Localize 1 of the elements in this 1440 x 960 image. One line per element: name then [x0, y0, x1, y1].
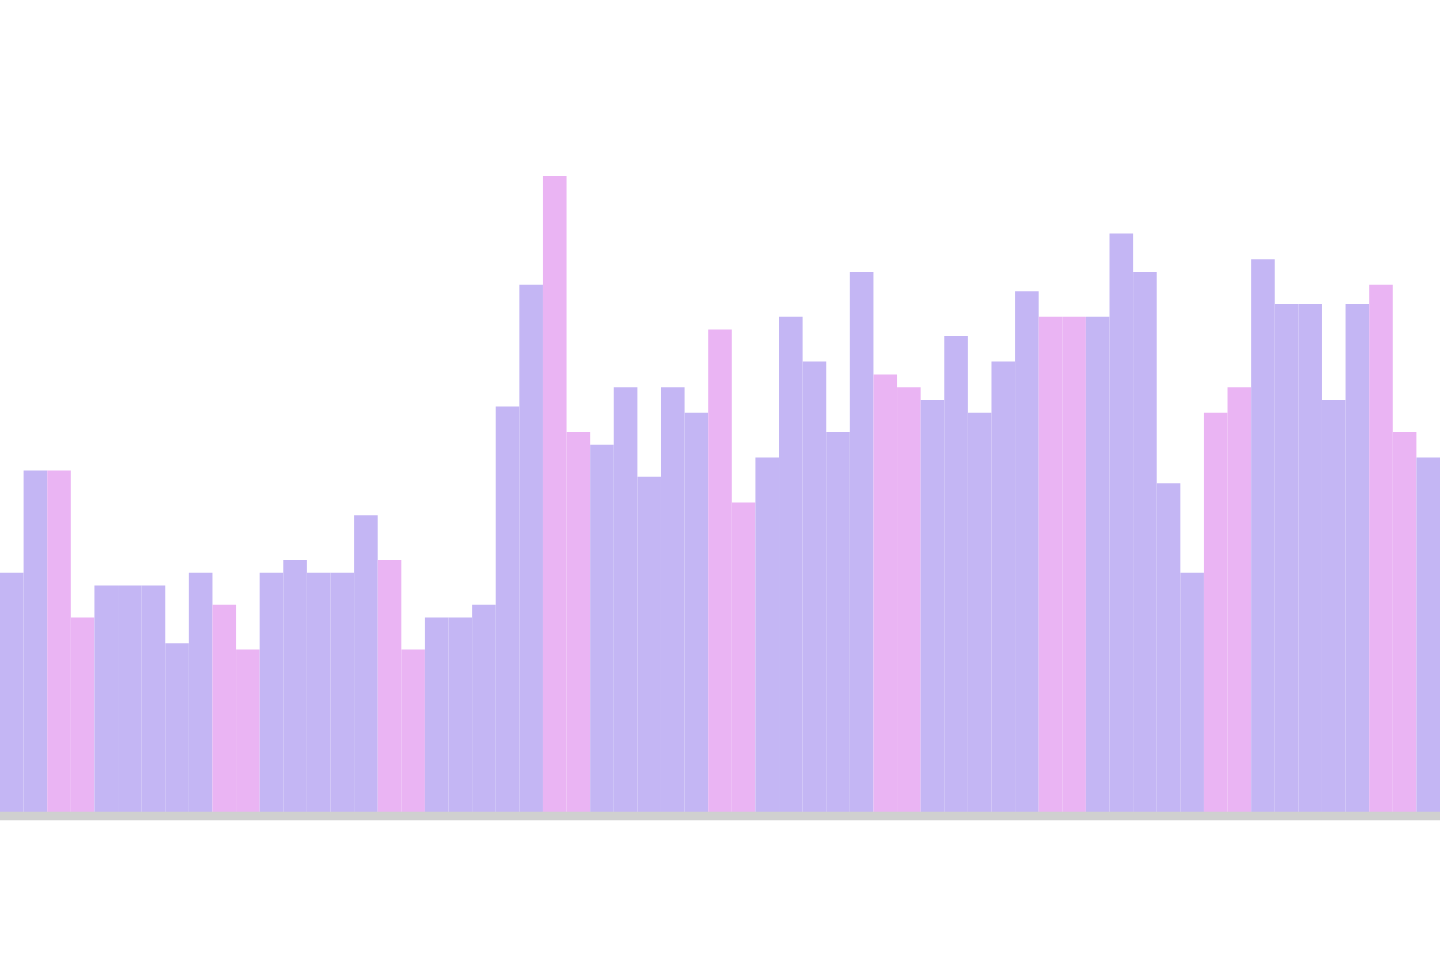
bar [1416, 457, 1440, 816]
